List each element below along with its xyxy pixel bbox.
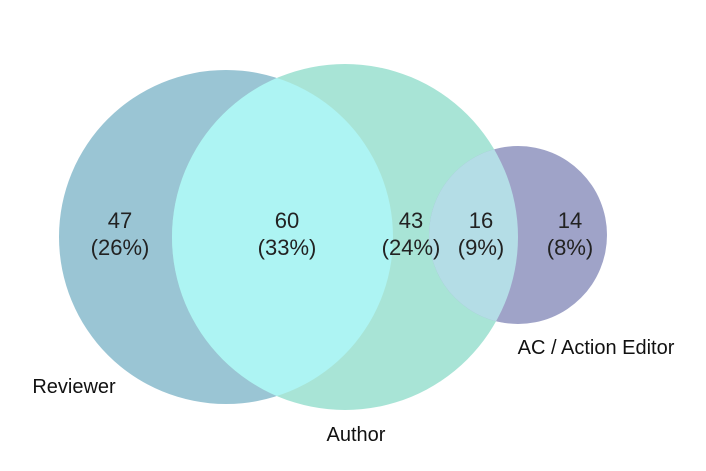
reviewer-author-percent: (33%) bbox=[258, 235, 317, 260]
author-only-percent: (24%) bbox=[382, 235, 441, 260]
reviewer-label: Reviewer bbox=[32, 376, 116, 398]
reviewer-only-count: 47 bbox=[108, 208, 132, 233]
ac-only-count: 14 bbox=[558, 208, 582, 233]
author-only-count: 43 bbox=[399, 208, 423, 233]
reviewer-author-overlap bbox=[172, 70, 393, 404]
author-ac-percent: (9%) bbox=[458, 235, 504, 260]
author-label: Author bbox=[327, 424, 386, 446]
reviewer-only-percent: (26%) bbox=[91, 235, 150, 260]
ac-only-percent: (8%) bbox=[547, 235, 593, 260]
author-ac-count: 16 bbox=[469, 208, 493, 233]
reviewer-author-count: 60 bbox=[275, 208, 299, 233]
ac-label: AC / Action Editor bbox=[518, 337, 675, 359]
